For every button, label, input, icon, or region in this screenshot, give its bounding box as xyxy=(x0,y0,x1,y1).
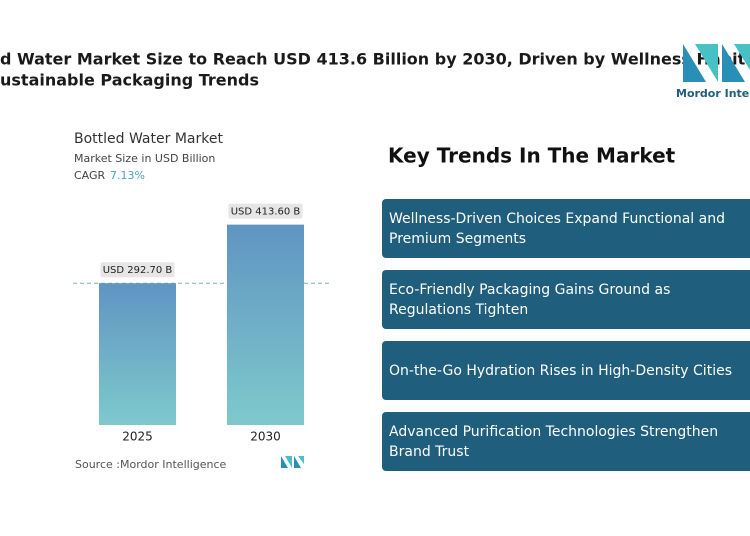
page-title: ustainable Packaging Trends xyxy=(0,71,259,90)
trend-text: Advanced Purification Technologies Stren… xyxy=(389,423,719,460)
trend-text: Wellness-Driven Choices Expand Functiona… xyxy=(389,210,725,247)
trend-item: On-the-Go Hydration Rises in High-Densit… xyxy=(382,341,750,400)
trends-title: Key Trends In The Market xyxy=(388,144,676,168)
source-name: Mordor Intelligence xyxy=(120,458,227,471)
bar xyxy=(99,283,176,425)
cagr-value: 7.13% xyxy=(110,169,145,182)
trend-item: Wellness-Driven Choices Expand Functiona… xyxy=(382,199,750,258)
chart-title: Bottled Water Market xyxy=(74,131,223,147)
chart-subtitle: Market Size in USD Billion xyxy=(74,152,215,165)
source-label: Source : xyxy=(75,458,120,471)
trend-text: On-the-Go Hydration Rises in High-Densit… xyxy=(389,362,732,379)
logo xyxy=(683,44,750,82)
logo-text: Mordor Intelligen xyxy=(676,87,750,100)
cagr-label: CAGR xyxy=(74,169,106,182)
x-tick-label: 2030 xyxy=(250,430,281,444)
value-label-box xyxy=(100,262,175,278)
value-label: USD 413.60 B xyxy=(231,207,301,218)
x-tick-label: 2025 xyxy=(122,430,153,444)
trend-item: Eco-Friendly Packaging Gains Ground as R… xyxy=(382,270,750,329)
trend-item: Advanced Purification Technologies Stren… xyxy=(382,412,750,471)
value-label: USD 292.70 B xyxy=(103,265,173,276)
bar xyxy=(227,224,304,425)
page-title: d Water Market Size to Reach USD 413.6 B… xyxy=(0,50,750,69)
value-label-box xyxy=(228,203,303,219)
trend-text: Eco-Friendly Packaging Gains Ground as R… xyxy=(389,281,671,318)
source-logo xyxy=(281,456,304,468)
